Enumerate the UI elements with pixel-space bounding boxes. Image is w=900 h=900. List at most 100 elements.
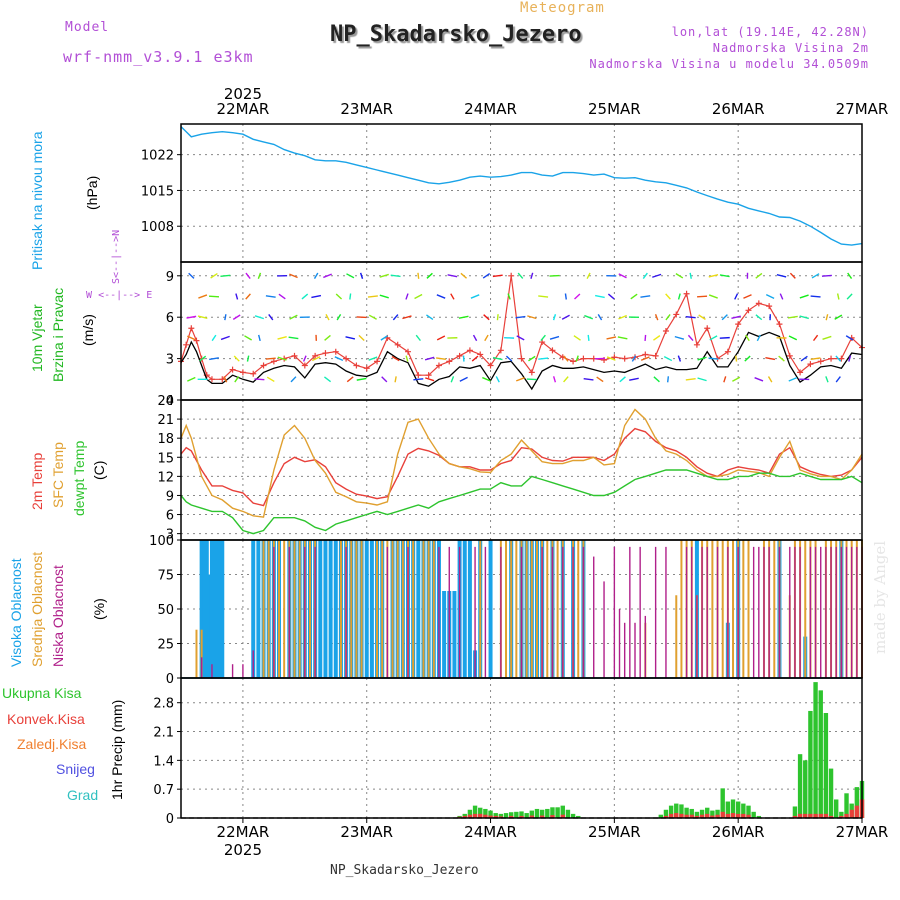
precip-hail-label: Grad bbox=[67, 787, 99, 803]
wind-direction-arrow bbox=[402, 315, 412, 320]
pressure-line bbox=[180, 126, 863, 246]
precip-total-bar bbox=[555, 807, 560, 818]
temp-sfc-line bbox=[180, 408, 863, 518]
wind-direction-arrow bbox=[311, 294, 322, 299]
precip-total-bar bbox=[792, 806, 798, 818]
wind-direction-arrow bbox=[289, 273, 298, 279]
wind-gust-point bbox=[580, 355, 587, 362]
precip-conv-bar bbox=[746, 814, 751, 818]
wind-direction-arrow bbox=[564, 293, 567, 300]
y-tick-label: 21 bbox=[157, 413, 174, 428]
precip-conv-bar bbox=[730, 813, 736, 818]
precip-total-bar bbox=[529, 810, 535, 818]
wind-direction-arrow bbox=[652, 273, 662, 278]
wind-direction-arrow bbox=[584, 314, 594, 320]
wind-direction-arrow bbox=[640, 295, 651, 298]
wind-gust-point bbox=[508, 272, 515, 279]
precip-conv-bar bbox=[797, 813, 803, 818]
wind-direction-arrow bbox=[495, 376, 500, 383]
wind-direction-arrow bbox=[313, 272, 319, 279]
elevation-label: Nadmorska Visina 2m bbox=[712, 41, 869, 55]
compass-we: W <--|--> E bbox=[86, 290, 152, 301]
wind-direction-arrow bbox=[436, 294, 446, 299]
y-tick-label: 3 bbox=[166, 528, 174, 543]
wind-direction-arrow bbox=[496, 314, 499, 321]
y-tick-label: 2.8 bbox=[153, 697, 174, 712]
wind-gust-point bbox=[807, 361, 814, 368]
wind-direction-arrow bbox=[677, 355, 682, 362]
wind-direction-arrow bbox=[697, 377, 707, 382]
precip-total-bar bbox=[741, 803, 746, 818]
wind-direction-arrow bbox=[482, 272, 491, 279]
wind-direction-arrow bbox=[198, 294, 208, 299]
wind-direction-arrow bbox=[735, 355, 738, 362]
wind-direction-arrow bbox=[666, 376, 670, 383]
y-tick-label: 0 bbox=[166, 672, 174, 687]
wind-direction-arrow bbox=[246, 355, 250, 362]
wind-direction-arrow bbox=[788, 335, 798, 341]
precip-total-bar bbox=[715, 809, 720, 818]
wind-direction-arrow bbox=[586, 272, 591, 279]
wind-gust-point bbox=[456, 352, 463, 359]
wind-direction-arrow bbox=[595, 294, 605, 299]
wind-gust-point bbox=[487, 362, 494, 369]
wind-direction-arrow bbox=[653, 335, 661, 341]
wind-direction-arrow bbox=[368, 356, 378, 361]
precip-conv-bar bbox=[792, 815, 798, 818]
wind-direction-arrow bbox=[583, 377, 594, 381]
wind-gust-point bbox=[208, 376, 215, 383]
precip-conv-bar bbox=[663, 815, 669, 818]
precip-conv-bar bbox=[803, 813, 808, 818]
wind-direction-arrow bbox=[834, 314, 843, 320]
wind-direction-arrow bbox=[187, 376, 196, 382]
wind-direction-arrow bbox=[709, 335, 718, 341]
wind-direction-arrow bbox=[447, 274, 458, 278]
y-tick-label: 25 bbox=[157, 638, 174, 653]
wind-gust-point bbox=[838, 355, 845, 362]
y-tick-label: 6 bbox=[166, 509, 174, 524]
y-tick-label: 75 bbox=[157, 569, 174, 584]
precip-conv-bar bbox=[483, 814, 488, 818]
wind-direction-arrow bbox=[698, 314, 706, 320]
wind-direction-arrow bbox=[324, 334, 331, 341]
wind-direction-arrow bbox=[754, 377, 764, 382]
wind-direction-arrow bbox=[653, 376, 660, 383]
wind-gust-point bbox=[394, 341, 401, 348]
wind-gust-point bbox=[239, 369, 246, 376]
y-tick-label: 3 bbox=[166, 353, 174, 368]
wind-gust-point bbox=[518, 355, 525, 362]
temp-2m-line bbox=[180, 427, 863, 507]
precip-total-bar bbox=[524, 813, 529, 818]
wind-direction-arrow bbox=[821, 274, 832, 277]
precip-conv-bar bbox=[529, 815, 535, 818]
y-tick-label: 100 bbox=[149, 534, 174, 549]
wind-direction-arrow bbox=[708, 274, 719, 278]
wind-gust-point bbox=[188, 325, 195, 332]
wind-direction-arrow bbox=[674, 335, 685, 340]
wind-gust-point bbox=[704, 325, 711, 332]
precip-total-bar bbox=[751, 811, 756, 818]
page-title: NP_Skadarsko_Jezero bbox=[330, 22, 582, 47]
precip-conv-bar bbox=[823, 813, 829, 818]
wind-direction-arrow bbox=[335, 293, 343, 300]
wind-direction-arrow bbox=[505, 355, 513, 362]
y-tick-label: 9 bbox=[166, 270, 174, 285]
wind-direction-arrow bbox=[484, 334, 489, 342]
wind-direction-arrow bbox=[472, 334, 478, 342]
precip-conv-bar bbox=[674, 813, 679, 818]
wind-gust-point bbox=[415, 372, 422, 379]
top-year-label: 2025 bbox=[224, 85, 262, 103]
precip-total-bar bbox=[545, 808, 550, 818]
wind-direction-arrow bbox=[458, 315, 469, 319]
compass-arrow-h: <--|--> bbox=[98, 290, 141, 301]
wind-gust-point bbox=[755, 300, 762, 307]
wind-direction-arrow bbox=[734, 293, 739, 300]
wind-direction-arrow bbox=[356, 377, 367, 381]
precip-total-bar bbox=[560, 805, 565, 818]
wind-direction-arrow bbox=[708, 357, 719, 360]
precip-conv-bar bbox=[508, 815, 514, 818]
precip-total-bar bbox=[508, 812, 514, 818]
precip-conv-bar bbox=[808, 813, 813, 818]
wind-gust-point bbox=[301, 362, 308, 369]
precip-total-bar bbox=[519, 811, 524, 818]
